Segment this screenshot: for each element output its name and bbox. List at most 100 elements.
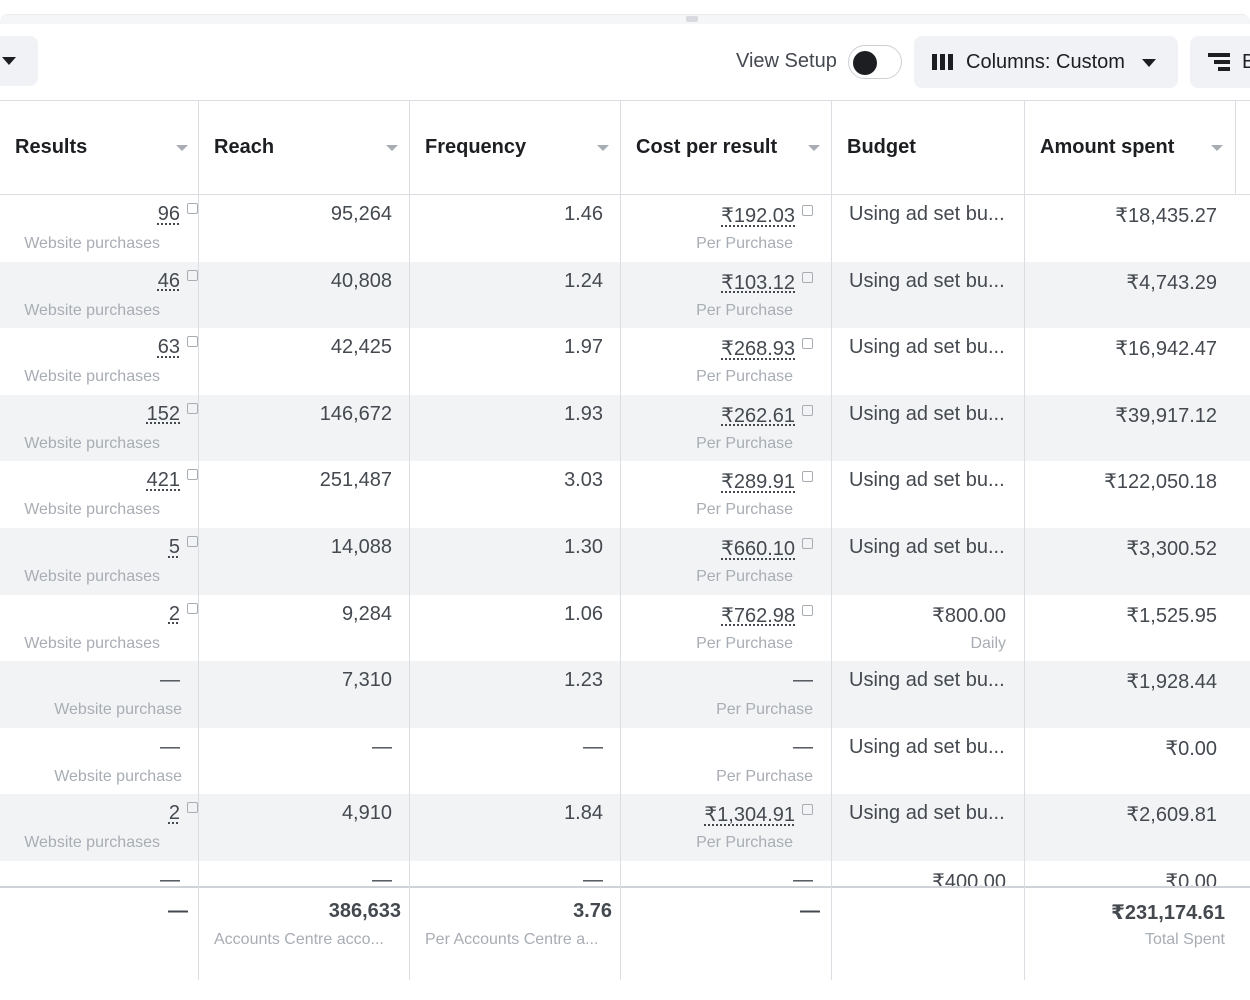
budget-value[interactable]: Using ad set bu... (849, 203, 1005, 226)
budget-value[interactable]: Using ad set bu... (849, 336, 1005, 359)
budget-value-text[interactable]: Using ad set bu... (849, 203, 1005, 225)
budget-value-text[interactable]: Using ad set bu... (849, 735, 1005, 758)
info-icon[interactable] (802, 604, 813, 616)
column-header-results[interactable]: Results (0, 100, 198, 194)
info-icon[interactable] (187, 802, 198, 814)
sort-icon[interactable] (808, 145, 820, 151)
results-value-text[interactable]: 5 (168, 536, 180, 558)
table-row[interactable]: — Website purchase — — — Per Purchase Using ad… (0, 728, 1250, 795)
sort-icon[interactable] (176, 145, 188, 151)
results-value-text[interactable]: 46 (157, 269, 180, 292)
table-row[interactable]: 5 Website purchases 14,088 1.30 ₹660.10 Per P… (0, 528, 1250, 595)
info-icon[interactable] (187, 602, 198, 614)
info-icon[interactable] (187, 269, 198, 281)
breakdown-button[interactable]: B (1190, 36, 1250, 88)
cost-per-result-label-text: Per Purchase (696, 434, 793, 452)
budget-value-text[interactable]: Using ad set bu... (849, 269, 1005, 292)
budget-value-text[interactable]: Using ad set bu... (849, 669, 1005, 692)
cost-per-result-value-text[interactable]: ₹660.10 (721, 538, 795, 560)
chevron-down-icon (2, 57, 16, 65)
table-row[interactable]: — — — — ₹400.00 ₹0.00 (0, 861, 1250, 893)
sort-icon[interactable] (386, 145, 398, 151)
budget-value[interactable]: Using ad set bu... (849, 802, 1005, 825)
results-value-text[interactable]: 96 (157, 203, 180, 225)
results-value[interactable]: 5 (169, 536, 198, 559)
table-row[interactable]: 152 Website purchases 146,672 1.93 ₹262.61 Pe… (0, 394, 1250, 462)
info-icon[interactable] (802, 271, 813, 283)
budget-value[interactable]: Using ad set bu... (849, 736, 1005, 759)
budget-value-text[interactable]: Using ad set bu... (849, 336, 1005, 359)
budget-value-text[interactable]: Using ad set bu... (849, 802, 1005, 825)
columns-dropdown-button[interactable]: Columns: Custom (914, 36, 1178, 88)
results-value[interactable]: 63 (158, 336, 198, 359)
table-row[interactable]: 421 Website purchases 251,487 3.03 ₹289.91 Pe… (0, 461, 1250, 528)
budget-value-text[interactable]: ₹800.00 (932, 604, 1006, 627)
info-icon[interactable] (187, 336, 198, 348)
sort-icon[interactable] (597, 145, 609, 151)
column-header-frequency[interactable]: Frequency (410, 100, 620, 194)
cost-per-result-value[interactable]: ₹762.98 (721, 603, 813, 628)
results-value-text[interactable]: 63 (157, 336, 180, 359)
info-icon[interactable] (187, 203, 198, 214)
budget-value[interactable]: Using ad set bu... (849, 536, 1005, 559)
column-header-reach[interactable]: Reach (199, 100, 409, 194)
cost-per-result-value[interactable]: ₹192.03 (721, 203, 813, 228)
cost-per-result-value[interactable]: ₹660.10 (721, 536, 813, 561)
info-icon[interactable] (802, 338, 813, 350)
results-value[interactable]: 152 (146, 402, 198, 426)
cost-per-result-value-text[interactable]: ₹192.03 (721, 205, 795, 227)
results-value-text[interactable]: 2 (168, 802, 180, 825)
cost-per-result-value[interactable]: ₹103.12 (721, 270, 813, 295)
info-icon[interactable] (802, 205, 813, 216)
table-row[interactable]: 2 Website purchases 4,910 1.84 ₹1,304.91 Per … (0, 794, 1250, 861)
cost-per-result-value[interactable]: ₹268.93 (721, 336, 813, 361)
info-icon[interactable] (802, 471, 813, 483)
column-header-cost-per-result[interactable]: Cost per result (621, 100, 831, 194)
cost-per-result-value-text[interactable]: ₹1,304.91 (704, 804, 795, 827)
cost-per-result-value-text[interactable]: ₹762.98 (721, 604, 795, 627)
dropdown-button[interactable] (0, 36, 38, 86)
sort-icon[interactable] (1211, 145, 1223, 151)
cost-per-result-value-text[interactable]: ₹268.93 (721, 338, 795, 361)
cost-per-result-value[interactable]: ₹289.91 (721, 469, 813, 494)
info-icon[interactable] (802, 804, 813, 816)
results-value[interactable]: 421 (147, 469, 198, 492)
results-value[interactable]: 96 (158, 203, 198, 226)
column-header-budget[interactable]: Budget (832, 100, 1024, 194)
budget-value[interactable]: Using ad set bu... (849, 403, 1005, 426)
column-header-amount-spent[interactable]: Amount spent (1025, 100, 1235, 194)
panel-top-edge (0, 14, 1250, 24)
results-value-text[interactable]: 2 (168, 602, 180, 625)
results-value[interactable]: 2 (169, 802, 198, 825)
cost-per-result-value[interactable]: ₹262.61 (721, 403, 813, 428)
results-value-text[interactable]: 152 (146, 402, 180, 425)
table-row[interactable]: — Website purchase 7,310 1.23 — Per Purchase U… (0, 661, 1250, 728)
budget-value-text[interactable]: Using ad set bu... (849, 469, 1005, 492)
results-value[interactable]: 2 (168, 602, 198, 626)
info-icon[interactable] (187, 469, 198, 481)
table-row[interactable]: 46 Website purchases 40,808 1.24 ₹103.12 Per … (0, 261, 1250, 329)
view-setup-toggle[interactable] (848, 45, 902, 79)
budget-value-text[interactable]: Using ad set bu... (849, 536, 1005, 558)
budget-value-text[interactable]: Using ad set bu... (849, 402, 1005, 425)
budget-value[interactable]: Using ad set bu... (849, 270, 1005, 293)
resize-grip[interactable] (686, 16, 698, 22)
cost-per-result-value-text[interactable]: ₹103.12 (721, 271, 795, 294)
budget-value[interactable]: Using ad set bu... (849, 669, 1005, 692)
cost-per-result-value-text[interactable]: ₹289.91 (721, 471, 795, 494)
results-value-text[interactable]: 421 (146, 469, 180, 492)
cost-per-result-value-text[interactable]: ₹262.61 (721, 404, 795, 427)
view-setup-label: View Setup (736, 50, 837, 72)
budget-value[interactable]: ₹800.00 (932, 603, 1006, 628)
budget-value[interactable]: Using ad set bu... (849, 469, 1005, 492)
results-value[interactable]: 46 (157, 269, 198, 293)
table-row[interactable]: 63 Website purchases 42,425 1.97 ₹268.93 Per … (0, 328, 1250, 395)
table-row[interactable]: 2 Website purchases 9,284 1.06 ₹762.98 Per Pu… (0, 595, 1250, 662)
info-icon[interactable] (802, 404, 813, 416)
results-label-text: Website purchases (24, 235, 160, 252)
info-icon[interactable] (187, 402, 198, 414)
cost-per-result-value[interactable]: ₹1,304.91 (704, 802, 813, 827)
info-icon[interactable] (802, 538, 813, 549)
table-row[interactable]: 96 Website purchases 95,264 1.46 ₹192.03 Per … (0, 195, 1250, 262)
info-icon[interactable] (187, 536, 198, 547)
